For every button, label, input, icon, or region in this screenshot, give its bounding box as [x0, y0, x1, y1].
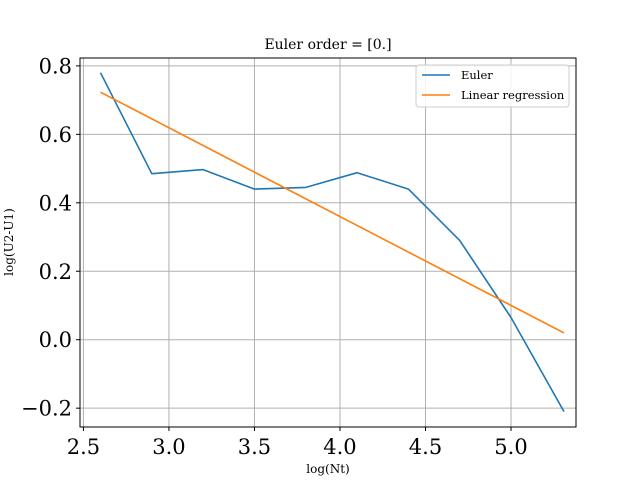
x-tick-label: 3.0: [152, 435, 185, 459]
x-tick-label: 2.5: [67, 435, 100, 459]
legend-box: [415, 64, 570, 108]
y-tick-label: −0.2: [21, 397, 72, 421]
x-tick-label: 3.5: [238, 435, 271, 459]
legend-label-2: Linear regression: [461, 88, 565, 102]
y-tick-label: 0.8: [39, 54, 72, 78]
y-axis-label: log(U2-U1): [2, 208, 16, 276]
series-line-2: [100, 91, 565, 334]
legend-label-1: Euler: [461, 68, 493, 82]
y-tick-label: 0.0: [39, 328, 72, 352]
x-tick-label: 4.0: [323, 435, 356, 459]
chart-title: Euler order = [0.]: [264, 37, 391, 53]
grid: [80, 58, 576, 427]
x-axis-label: log(Nt): [306, 462, 349, 476]
plot-frame: [79, 57, 577, 428]
y-tick-label: 0.2: [39, 260, 72, 284]
series-layer: [99, 72, 565, 412]
ticks: 2.5 3.0 3.5 4.0 4.5 5.0 −0.2 0.0 0.2 0.4 0.6 0.8: [21, 54, 528, 459]
legend: Euler Linear regression: [415, 64, 570, 108]
y-tick-label: 0.6: [39, 123, 72, 147]
series-line-1: [99, 72, 565, 412]
x-tick-label: 4.5: [409, 435, 442, 459]
x-tick-label: 5.0: [494, 435, 527, 459]
y-tick-label: 0.4: [39, 191, 72, 215]
